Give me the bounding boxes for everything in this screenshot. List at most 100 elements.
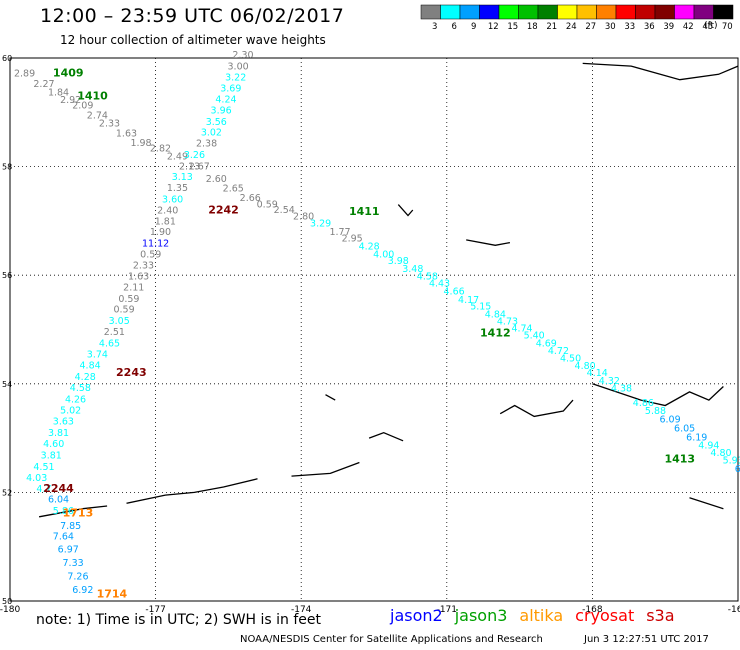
wave-height-value: 4.7	[36, 484, 51, 495]
color-scale-label: 33	[624, 22, 635, 32]
satellite-legend-cryosat: cryosat	[575, 606, 635, 625]
track-label: 1714	[97, 588, 128, 601]
wave-height-value: 3.60	[162, 194, 183, 205]
wave-height-value: 3.22	[225, 72, 246, 83]
x-tick-label: -165	[728, 605, 740, 615]
wave-height-value: 6.97	[58, 545, 79, 556]
wave-height-value: 4.43	[429, 279, 450, 290]
wave-height-value: 4.58	[70, 383, 91, 394]
color-scale-label: 27	[585, 22, 596, 32]
wave-height-value: 2.74	[87, 110, 108, 121]
wave-height-value: 4.28	[75, 372, 96, 383]
color-scale-swatch	[635, 4, 656, 20]
color-scale-label: 70	[722, 22, 733, 32]
color-scale-label: 24	[566, 22, 577, 32]
wave-height-value: 4.66	[444, 287, 465, 298]
wave-height-value: 1.98	[130, 138, 151, 149]
wave-height-value: 4.80	[710, 448, 731, 459]
footer-note: note: 1) Time is in UTC; 2) SWH is in fe…	[36, 612, 322, 628]
wave-height-value: 4.84	[80, 361, 101, 372]
color-scale-label: 36	[644, 22, 655, 32]
wave-height-value: 4.51	[33, 462, 54, 473]
wave-height-value: 4.28	[359, 242, 380, 253]
wave-height-value: 2.49	[167, 152, 188, 163]
footer-credit: NOAA/NESDIS Center for Satellite Applica…	[240, 634, 543, 645]
color-scale-swatch	[420, 4, 441, 20]
color-scale-swatch	[713, 4, 734, 20]
wave-height-value: 1.77	[329, 227, 350, 238]
wave-height-value: 2.40	[157, 205, 178, 216]
color-scale-swatch	[537, 4, 558, 20]
wave-height-value: 4.74	[511, 324, 532, 335]
color-scale-label: 3	[432, 22, 437, 32]
wave-height-value: 7.64	[53, 532, 74, 543]
color-scale-swatch	[596, 4, 617, 20]
wave-height-value: 3.29	[310, 218, 331, 229]
wave-height-value: 4.03	[26, 473, 47, 484]
color-scale-swatch	[498, 4, 519, 20]
wave-height-value: 3.69	[220, 84, 241, 95]
y-tick-label: 54	[2, 380, 12, 389]
color-scale-label: 9	[471, 22, 476, 32]
color-scale-swatch	[693, 4, 714, 20]
track-label: 1411	[349, 205, 380, 218]
wave-height-value: 7.26	[67, 571, 88, 582]
wave-height-value: 2.30	[232, 50, 253, 61]
satellite-legend-jason2: jason2	[390, 606, 443, 625]
wave-height-value: 1.84	[48, 87, 69, 98]
wave-height-value: 2.54	[274, 205, 295, 216]
wave-height-value: 2.80	[293, 211, 314, 222]
satellite-legend-s3a: s3a	[646, 606, 675, 625]
wave-height-value: 5.86	[53, 506, 74, 517]
wave-height-value: 2.60	[206, 174, 227, 185]
track-label: 2243	[116, 366, 147, 379]
color-scale-units: (ft)	[704, 21, 718, 31]
satellite-legend: jason2 jason3 altika cryosat s3a	[390, 606, 687, 625]
color-scale-label: 15	[507, 22, 518, 32]
wave-height-value: 5.15	[470, 301, 491, 312]
wave-height-value: 2.82	[150, 143, 171, 154]
y-tick-label: 58	[2, 163, 12, 172]
wave-height-value: 4.14	[587, 368, 608, 379]
wave-height-value: 6.48	[735, 464, 740, 475]
wave-height-value: 4.38	[611, 383, 632, 394]
wave-height-value: 4.84	[485, 310, 506, 321]
wave-height-value: 7.85	[60, 521, 81, 532]
track-label: 1409	[53, 66, 84, 79]
footer-timestamp: Jun 3 12:27:51 UTC 2017	[584, 634, 709, 645]
coastline	[397, 204, 414, 217]
wave-height-value: 3.02	[201, 128, 222, 139]
wave-height-value: 4.17	[458, 295, 479, 306]
wave-height-value: 5.40	[524, 331, 545, 342]
wave-height-value: 2.27	[33, 79, 54, 90]
wave-height-value: 2.13	[179, 161, 200, 172]
wave-height-value: 2.33	[99, 118, 120, 129]
wave-height-value: 3.05	[109, 316, 130, 327]
coastline	[582, 62, 739, 81]
wave-height-value: 0.59	[257, 199, 278, 210]
wave-height-value: 6.92	[72, 585, 93, 596]
x-tick-label: -174	[291, 605, 312, 615]
satellite-legend-jason3: jason3	[454, 606, 508, 625]
color-scale-swatch	[557, 4, 578, 20]
wave-height-value: 4.50	[560, 354, 581, 365]
wave-height-value: 3.26	[184, 150, 205, 161]
wave-height-value: 1.90	[150, 227, 171, 238]
track-label: 2244	[43, 482, 74, 495]
wave-height-value: 2.65	[223, 184, 244, 195]
wave-height-value: 4.72	[548, 346, 569, 357]
track-label: 1412	[480, 327, 511, 340]
color-scale-swatch	[674, 4, 695, 20]
wave-height-value: 5.02	[60, 406, 81, 417]
wave-height-value: 3.48	[402, 264, 423, 275]
wave-height-value: 0.59	[118, 294, 139, 305]
wave-height-value: 2.11	[123, 282, 144, 293]
wave-height-value: 5.88	[645, 406, 666, 417]
wave-height-value: 4.73	[497, 317, 518, 328]
track-label: 1413	[664, 453, 695, 466]
wave-height-value: 4.69	[536, 338, 557, 349]
wave-height-value: 4.94	[698, 440, 719, 451]
coastline	[466, 239, 511, 246]
wave-height-value: 3.96	[211, 105, 232, 116]
wave-height-value: 4.58	[417, 272, 438, 283]
